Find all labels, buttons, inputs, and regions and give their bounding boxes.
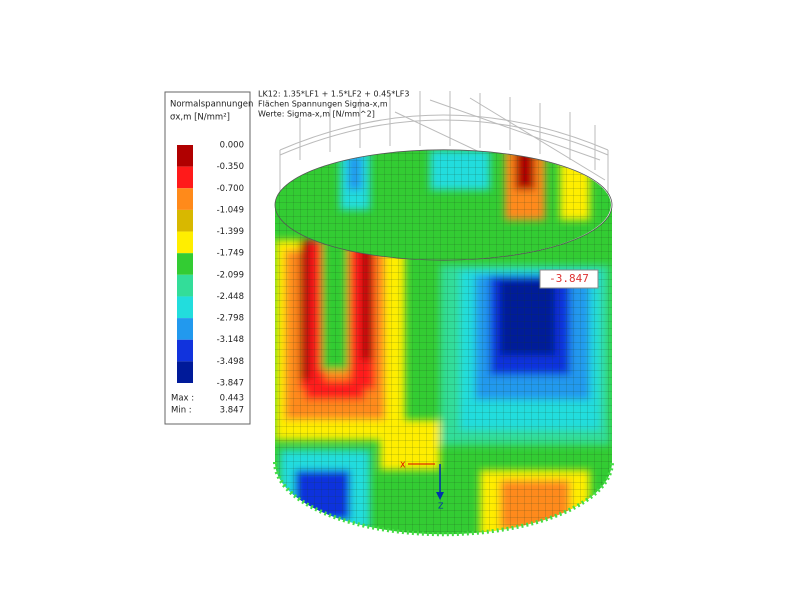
legend-label: -0.350 <box>217 162 244 172</box>
supports <box>273 461 614 537</box>
legend-label: -1.399 <box>217 227 244 237</box>
annotation: -3.847 <box>549 272 589 285</box>
legend-swatch <box>177 339 193 362</box>
tank-rim <box>274 149 613 261</box>
legend-label: -2.099 <box>217 270 244 280</box>
axis-label: X <box>400 461 406 470</box>
legend-swatch <box>177 231 193 254</box>
max-value: 0.443 <box>220 394 244 404</box>
legend-label: -1.749 <box>217 249 244 259</box>
legend-label: -0.700 <box>217 184 244 194</box>
header-line: Werte: Sigma-x,m [N/mm^2] <box>258 110 375 119</box>
legend-swatch <box>177 253 193 275</box>
legend-label: 0.000 <box>220 141 244 151</box>
axis-triad: X Z <box>400 461 444 511</box>
legend: Normalspannungen σx,m [N/mm²] Max : 0.44… <box>164 91 253 425</box>
axis-label: Z <box>438 502 444 511</box>
legend-swatch <box>177 166 193 189</box>
tank-wall <box>275 205 612 535</box>
min-label: Min : <box>171 406 192 416</box>
legend-swatch <box>177 188 193 210</box>
legend-swatch <box>177 361 193 383</box>
tank-inside <box>275 150 611 260</box>
header-line: Flächen Spannungen Sigma-x,m <box>258 100 388 109</box>
min-value: 3.847 <box>220 406 244 416</box>
header: LK12: 1.35*LF1 + 1.5*LF2 + 0.45*LF3 Fläc… <box>258 90 410 119</box>
legend-title: Normalspannungen <box>170 100 253 110</box>
max-label: Max : <box>171 394 194 404</box>
legend-unit: σx,m [N/mm²] <box>170 113 230 123</box>
legend-swatch <box>177 296 193 319</box>
legend-swatch <box>177 209 193 232</box>
legend-swatch <box>177 318 193 340</box>
legend-label: -3.847 <box>217 379 244 389</box>
header-line: LK12: 1.35*LF1 + 1.5*LF2 + 0.45*LF3 <box>258 90 410 99</box>
legend-label: -2.448 <box>217 292 244 302</box>
legend-label: -2.798 <box>217 314 244 324</box>
annotation-box <box>539 269 599 289</box>
legend-swatch <box>177 274 193 297</box>
legend-label: -3.148 <box>217 335 244 345</box>
legend-label: -1.049 <box>217 205 244 215</box>
legend-swatch <box>177 145 193 167</box>
legend-label: -3.498 <box>217 357 244 367</box>
roof <box>279 91 609 205</box>
